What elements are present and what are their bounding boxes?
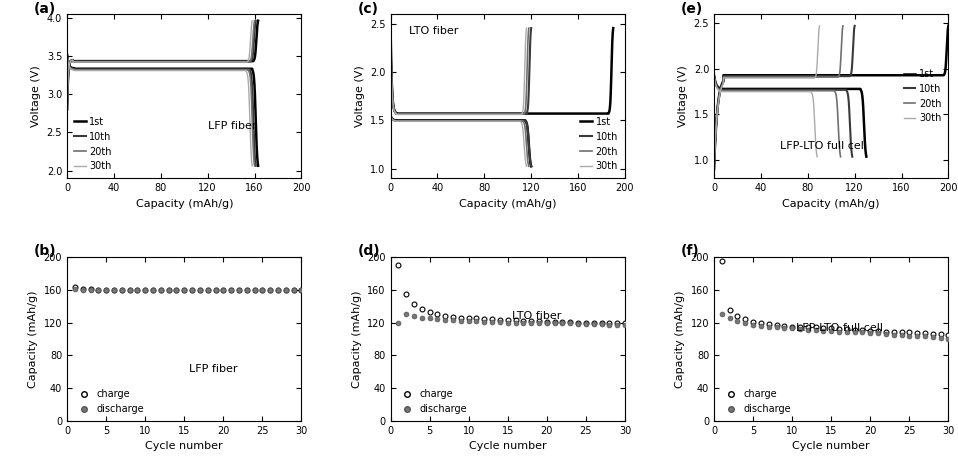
Text: (b): (b) xyxy=(34,245,57,258)
Text: (e): (e) xyxy=(681,1,703,16)
Legend: charge, discharge: charge, discharge xyxy=(72,387,146,416)
Text: LTO fiber: LTO fiber xyxy=(409,26,459,36)
Text: (f): (f) xyxy=(681,245,700,258)
Y-axis label: Capacity (mAh/g): Capacity (mAh/g) xyxy=(28,290,38,388)
X-axis label: Capacity (mAh/g): Capacity (mAh/g) xyxy=(459,199,557,209)
Legend: charge, discharge: charge, discharge xyxy=(396,387,469,416)
Y-axis label: Voltage (V): Voltage (V) xyxy=(354,65,365,127)
Legend: charge, discharge: charge, discharge xyxy=(718,387,793,416)
Legend: 1st, 10th, 20th, 30th: 1st, 10th, 20th, 30th xyxy=(901,67,944,125)
X-axis label: Cycle number: Cycle number xyxy=(468,441,547,451)
Text: LFP-LTO full cell: LFP-LTO full cell xyxy=(780,140,867,151)
X-axis label: Capacity (mAh/g): Capacity (mAh/g) xyxy=(135,199,233,209)
Text: (d): (d) xyxy=(357,245,380,258)
Text: LFP-LTO full cell: LFP-LTO full cell xyxy=(796,323,883,333)
Legend: 1st, 10th, 20th, 30th: 1st, 10th, 20th, 30th xyxy=(72,115,114,173)
X-axis label: Cycle number: Cycle number xyxy=(146,441,223,451)
Y-axis label: Voltage (V): Voltage (V) xyxy=(32,65,41,127)
X-axis label: Cycle number: Cycle number xyxy=(792,441,870,451)
X-axis label: Capacity (mAh/g): Capacity (mAh/g) xyxy=(783,199,880,209)
Text: LFP fiber: LFP fiber xyxy=(189,364,238,374)
Text: (c): (c) xyxy=(357,1,378,16)
Y-axis label: Capacity (mAh/g): Capacity (mAh/g) xyxy=(352,290,361,388)
Legend: 1st, 10th, 20th, 30th: 1st, 10th, 20th, 30th xyxy=(578,115,620,173)
Text: LFP fiber: LFP fiber xyxy=(208,121,256,131)
Text: LTO fiber: LTO fiber xyxy=(513,311,561,321)
Y-axis label: Voltage (V): Voltage (V) xyxy=(678,65,688,127)
Y-axis label: Capacity (mAh/g): Capacity (mAh/g) xyxy=(675,290,685,388)
Text: (a): (a) xyxy=(34,1,57,16)
